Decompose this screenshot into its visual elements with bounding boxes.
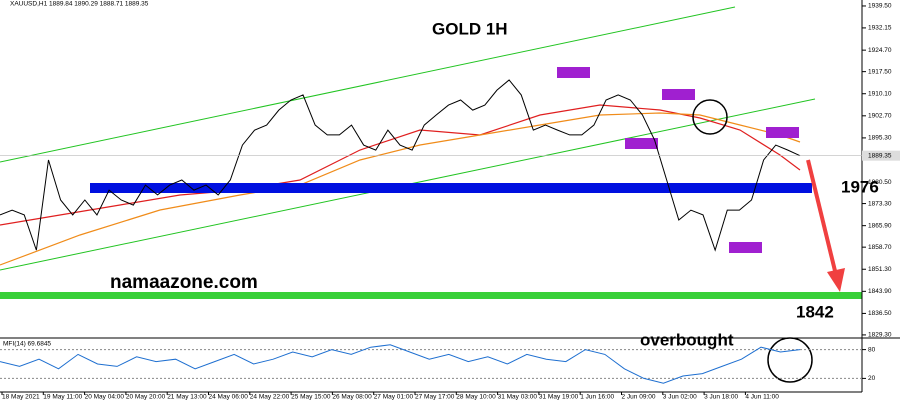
price-line xyxy=(0,344,801,384)
y-tick-label: 1829.30 xyxy=(868,332,892,339)
y-tick-label: 1939.50 xyxy=(868,3,892,10)
x-tick-label: 25 May 15:00 xyxy=(291,394,331,401)
y-tick-label: 1843.90 xyxy=(868,288,892,295)
level-label: 1976 xyxy=(841,177,879,196)
indicator-note: overbought xyxy=(640,330,734,349)
y-tick-label: 1880.50 xyxy=(868,179,892,186)
x-tick-label: 4 Jun 11:00 xyxy=(745,394,779,401)
x-tick-label: 20 May 20:00 xyxy=(126,394,166,401)
x-tick-label: 26 May 08:00 xyxy=(332,394,372,401)
y-tick-label: 1865.90 xyxy=(868,222,892,229)
y-tick-label: 1851.30 xyxy=(868,266,892,273)
y-tick-label: 1932.15 xyxy=(868,25,892,32)
x-tick-label: 24 May 06:00 xyxy=(209,394,249,401)
x-tick-label: 2 Jun 09:00 xyxy=(622,394,656,401)
x-tick-label: 1 Jun 16:00 xyxy=(580,394,614,401)
resistance-zone xyxy=(90,183,812,193)
highlight-circle xyxy=(692,99,728,135)
x-tick-label: 3 Jun 18:00 xyxy=(704,394,738,401)
peak-box xyxy=(766,127,799,138)
peak-box xyxy=(557,67,590,78)
x-tick-label: 31 May 19:00 xyxy=(539,394,579,401)
x-tick-label: 31 May 03:00 xyxy=(498,394,538,401)
trough-box xyxy=(625,138,658,149)
y-tick-label: 20 xyxy=(868,375,876,382)
x-tick-label: 27 May 01:00 xyxy=(374,394,414,401)
y-tick-label: 80 xyxy=(868,346,876,353)
y-tick-label: 1836.50 xyxy=(868,310,892,317)
y-tick-label: 1895.30 xyxy=(868,135,892,142)
x-tick-label: 27 May 17:00 xyxy=(415,394,455,401)
x-tick-label: 19 May 11:00 xyxy=(43,394,82,401)
trough-box xyxy=(729,242,762,253)
price-tag-label: 1889.35 xyxy=(868,152,892,159)
x-tick-label: 28 May 10:00 xyxy=(456,394,496,401)
forecast-arrow xyxy=(806,159,838,276)
y-tick-label: 1902.70 xyxy=(868,113,892,120)
channel-upper xyxy=(0,6,736,163)
support-line xyxy=(0,292,862,299)
symbol-header: XAUUSD,H1 1889.84 1890.29 1888.71 1889.3… xyxy=(10,1,149,8)
price-line xyxy=(0,79,801,252)
y-tick-label: 1924.70 xyxy=(868,47,892,54)
site-label: namaazone.com xyxy=(110,272,258,293)
y-tick-label: 1873.30 xyxy=(868,200,892,207)
y-tick-label: 1858.70 xyxy=(868,244,892,251)
x-tick-label: 3 Jun 02:00 xyxy=(663,394,697,401)
price-tag xyxy=(862,150,900,161)
x-tick-label: 20 May 04:00 xyxy=(85,394,125,401)
y-tick-label: 1917.50 xyxy=(868,68,892,75)
peak-box xyxy=(662,89,695,100)
indicator-label: MFI(14) 69.6845 xyxy=(3,341,51,348)
moving-average-fast xyxy=(0,104,801,226)
y-tick-label: 1910.10 xyxy=(868,90,892,97)
chart-title: GOLD 1H xyxy=(432,19,508,38)
x-tick-label: 21 May 13:00 xyxy=(167,394,207,401)
level-label: 1842 xyxy=(796,302,834,321)
x-tick-label: 24 May 22:00 xyxy=(250,394,290,401)
x-tick-label: 18 May 2021 xyxy=(2,394,40,401)
arrow-head xyxy=(827,268,845,292)
